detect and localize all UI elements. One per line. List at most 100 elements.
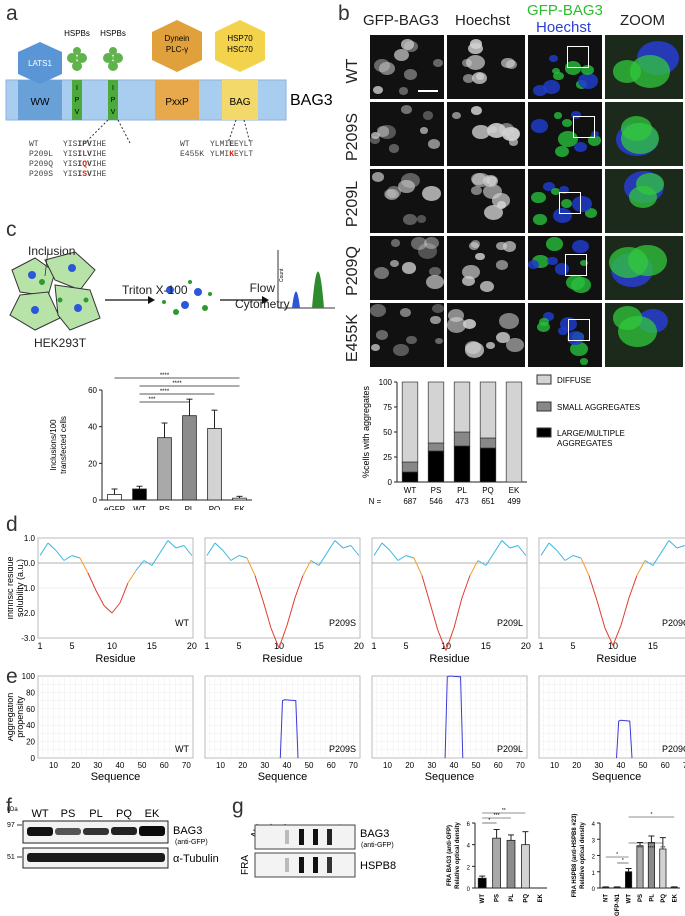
- sig-label: ***: [494, 813, 500, 819]
- ipv2-v: V: [111, 109, 116, 116]
- fra-hspb8-bar-chart: 0 1 2 3 4 NT EGFP-N1 WT PS PL PQ EK FRA HSPB8 (anti-…: [572, 812, 680, 916]
- y-tick-label: 1: [592, 871, 596, 877]
- flow-label: Flow Cytometry: [235, 280, 290, 312]
- triton-label: Triton X-100: [122, 283, 188, 297]
- series-segment: [183, 545, 193, 556]
- x-tick-label: PL: [509, 894, 515, 902]
- lysate-dots: [162, 280, 212, 315]
- y-tick-label: 2: [592, 855, 596, 861]
- series-segment: [278, 625, 288, 649]
- series-segment: [55, 550, 65, 561]
- x-tick-label: 10: [107, 641, 117, 651]
- series-segment: [628, 575, 638, 599]
- bar-WT: [625, 871, 633, 889]
- series-segment: [63, 555, 73, 561]
- series-segment: [620, 597, 630, 626]
- col-header-merge-gfp: GFP-BAG3: [527, 2, 603, 19]
- series-segment: [373, 542, 383, 556]
- legend-swatch: [536, 401, 552, 412]
- micrograph-r2-c0: [370, 169, 444, 233]
- x-tick-label: NT: [604, 894, 610, 902]
- sig-label: *: [488, 818, 490, 824]
- series-segment: [405, 555, 415, 559]
- y-tick-label: 0: [93, 496, 98, 505]
- x-tick-label: 20: [238, 761, 247, 770]
- y-tick-label: 50: [383, 428, 392, 437]
- series-segment: [668, 540, 678, 549]
- micrograph-r1-c2: [528, 102, 602, 166]
- seq-alignment-right: WT YLMIEEYLT E455K YLMIKEYLT: [180, 140, 253, 160]
- panel-label: P209L: [497, 618, 523, 628]
- series-segment: [652, 552, 662, 566]
- hspbs-label-1: HSPBs: [64, 29, 90, 38]
- y-tick-label: 0: [592, 887, 596, 893]
- x-tick-label: 10: [550, 761, 559, 770]
- y-tick-label: 100: [379, 378, 393, 387]
- seq-row-wt: WT YISIPVIHE: [29, 140, 107, 149]
- band-anti-gfp: (anti-GFP): [175, 839, 208, 846]
- y-axis-label: propensity: [15, 696, 25, 738]
- y-tick-label: 80: [26, 688, 35, 697]
- x-axis-label: Sequence: [91, 771, 141, 783]
- aggregation-line-charts: Aggregation propensity 0 20 40 60 80 100 10 20 30 4…: [8, 672, 685, 783]
- y-axis-label: Relative optical density: [580, 822, 586, 889]
- legend-swatch: [536, 427, 552, 438]
- x-tick-label: EK: [234, 505, 245, 510]
- stack-PQ: [479, 447, 497, 483]
- zoom-box: [572, 115, 595, 138]
- x-tick-label: 40: [115, 761, 124, 770]
- x-tick-label: 60: [494, 761, 503, 770]
- inclusion-label: Inclusion: [28, 244, 76, 258]
- sig-label: *: [616, 852, 618, 858]
- bar-WT: [132, 488, 147, 501]
- bar-PS: [492, 837, 501, 889]
- sig-label: ***: [148, 397, 156, 403]
- legend-swatch: [536, 374, 552, 385]
- x-tick-label: 50: [639, 761, 648, 770]
- series-segment: [135, 560, 145, 571]
- hsc70-label: HSC70: [227, 45, 253, 54]
- stack-WT: [401, 381, 419, 463]
- inclusions-bar-chart: 0 20 40 60 eGFP WT PS PL PQ EK Inclusions/100 trans…: [49, 373, 252, 510]
- ipv-domain-1: [72, 80, 82, 120]
- micrograph-r3-c3: [605, 236, 683, 300]
- band-tubulin: α-Tubulin: [173, 853, 219, 865]
- y-tick-label: -1.0: [21, 584, 35, 593]
- legend-label: DIFFUSE: [557, 376, 591, 385]
- y-tick-label: 1.0: [24, 534, 36, 543]
- x-tick-label: 30: [260, 761, 269, 770]
- series-segment: [564, 555, 574, 561]
- series-segment: [175, 545, 185, 549]
- series-segment: [453, 597, 463, 629]
- dynein-label: Dynein: [165, 34, 190, 43]
- sig-label: ****: [160, 389, 170, 395]
- series-segment: [71, 555, 81, 559]
- bar-eGFP: [107, 494, 122, 501]
- solubility-line-charts: Intrinsic residue solubility (a.u.) 1.0 0.0…: [8, 534, 685, 665]
- lats1-hexagon: [18, 42, 62, 84]
- series-segment: [381, 542, 391, 551]
- panel-label: P209Q: [662, 618, 685, 628]
- series-segment: [79, 557, 89, 574]
- series-segment: [222, 550, 232, 561]
- series-segment: [103, 605, 113, 614]
- y-tick-label: 0: [31, 754, 36, 763]
- series-segment: [485, 552, 495, 566]
- bar-PS: [636, 845, 644, 889]
- ww-domain-label: WW: [31, 97, 50, 108]
- stack-PS: [427, 442, 445, 452]
- x-tick-label: 10: [274, 641, 284, 651]
- bar-PQ: [207, 428, 222, 501]
- x-tick-label: PS: [638, 894, 644, 902]
- x-tick-label: 20: [71, 761, 80, 770]
- zoom-box: [567, 46, 590, 69]
- series-segment: [413, 557, 423, 576]
- western-blot-f: kDa 97 51 WT PS PL PQ EK BAG3 (anti-GFP)…: [7, 807, 219, 869]
- scale-bar: [418, 90, 438, 92]
- series-segment: [111, 602, 121, 614]
- micrograph-r0-c1: [447, 35, 525, 99]
- band-bag3: BAG3: [173, 825, 202, 837]
- aggregates-stacked-chart: 0 25 50 75 100 WT 687 PS 546 PL 473 PQ 651 EK 499 N = %c…: [361, 374, 640, 506]
- x-tick-label: 15: [314, 641, 324, 651]
- x-tick-label: PL: [457, 486, 467, 495]
